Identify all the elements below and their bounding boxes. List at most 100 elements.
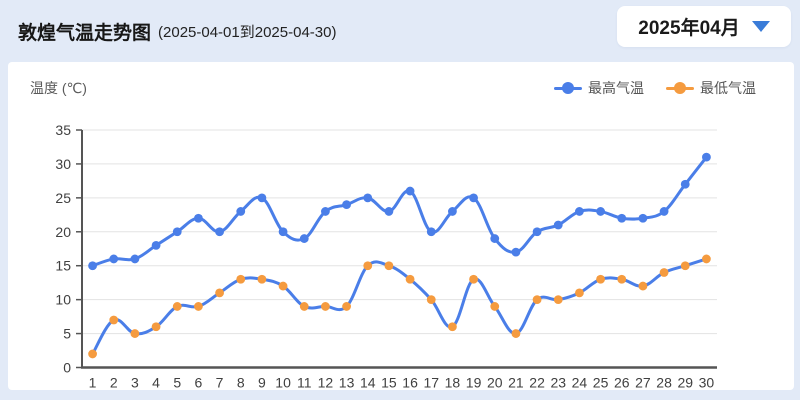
x-tick-label: 27 bbox=[635, 375, 651, 391]
low-temp-point[interactable] bbox=[702, 254, 711, 264]
high-temp-point[interactable] bbox=[469, 193, 478, 203]
low-temp-point[interactable] bbox=[130, 329, 140, 338]
low-temp-point[interactable] bbox=[659, 268, 669, 277]
y-axis-title: 温度 (℃) bbox=[30, 80, 87, 96]
high-temp-point[interactable] bbox=[88, 261, 97, 271]
high-temp-point[interactable] bbox=[257, 193, 267, 203]
x-tick-label: 4 bbox=[152, 375, 160, 391]
low-temp-point[interactable] bbox=[88, 349, 97, 359]
low-temp-point[interactable] bbox=[194, 302, 203, 311]
high-temp-point[interactable] bbox=[215, 227, 224, 237]
high-temp-point[interactable] bbox=[321, 207, 330, 216]
low-temp-point[interactable] bbox=[532, 295, 542, 305]
x-tick-label: 12 bbox=[318, 375, 334, 391]
low-temp-point[interactable] bbox=[151, 322, 161, 332]
low-temp-point[interactable] bbox=[448, 322, 457, 332]
high-temp-point[interactable] bbox=[638, 213, 648, 223]
x-tick-label: 18 bbox=[445, 375, 461, 391]
x-tick-label: 3 bbox=[131, 375, 139, 391]
x-tick-label: 5 bbox=[173, 375, 181, 391]
low-temp-point[interactable] bbox=[490, 302, 500, 311]
high-temp-point[interactable] bbox=[490, 234, 500, 243]
high-temp-point[interactable] bbox=[448, 207, 457, 216]
legend-item-low-temp[interactable]: 最低气温 bbox=[666, 78, 756, 98]
x-tick-label: 14 bbox=[360, 375, 376, 391]
high-temp-point[interactable] bbox=[384, 207, 394, 216]
y-tick-label: 15 bbox=[55, 258, 71, 274]
legend: 最高气温 最低气温 bbox=[554, 78, 756, 98]
high-temp-point[interactable] bbox=[363, 193, 373, 203]
high-temp-point[interactable] bbox=[702, 152, 711, 162]
high-temp-point[interactable] bbox=[151, 240, 161, 250]
y-tick-label: 0 bbox=[63, 360, 71, 376]
x-tick-label: 17 bbox=[423, 375, 439, 391]
high-temp-point[interactable] bbox=[426, 227, 436, 237]
high-temp-point[interactable] bbox=[172, 227, 182, 237]
high-temp-point[interactable] bbox=[299, 234, 309, 243]
high-temp-point[interactable] bbox=[553, 220, 563, 230]
x-tick-label: 22 bbox=[529, 375, 545, 391]
y-tick-label: 20 bbox=[55, 224, 71, 240]
high-temp-point[interactable] bbox=[511, 247, 521, 257]
low-temp-point[interactable] bbox=[511, 329, 521, 338]
high-temp-point[interactable] bbox=[194, 213, 203, 223]
high-temp-point[interactable] bbox=[617, 213, 627, 223]
legend-item-high-temp[interactable]: 最高气温 bbox=[554, 78, 644, 98]
x-tick-label: 9 bbox=[258, 375, 266, 391]
low-temp-point[interactable] bbox=[109, 315, 119, 325]
page-title: 敦煌气温走势图 bbox=[18, 22, 152, 44]
high-temp-line bbox=[91, 155, 708, 268]
high-temp-point[interactable] bbox=[342, 200, 351, 210]
high-temp-point[interactable] bbox=[405, 186, 415, 196]
low-temp-point[interactable] bbox=[617, 274, 627, 284]
x-tick-label: 25 bbox=[593, 375, 609, 391]
low-temp-point[interactable] bbox=[215, 288, 224, 298]
x-tick-label: 11 bbox=[297, 375, 312, 391]
high-temp-point[interactable] bbox=[130, 254, 140, 264]
low-temp-point[interactable] bbox=[321, 302, 330, 311]
low-temp-point[interactable] bbox=[596, 274, 605, 284]
low-temp-point[interactable] bbox=[575, 288, 584, 298]
x-tick-label: 2 bbox=[110, 375, 118, 391]
x-tick-label: 23 bbox=[550, 375, 566, 391]
high-temp-point[interactable] bbox=[680, 179, 690, 189]
high-temp-point[interactable] bbox=[575, 207, 584, 216]
low-temp-point[interactable] bbox=[172, 302, 182, 311]
month-dropdown[interactable]: 2025年04月 bbox=[617, 6, 791, 47]
low-temp-point[interactable] bbox=[469, 274, 478, 284]
x-tick-label: 15 bbox=[381, 375, 397, 391]
high-temp-point[interactable] bbox=[596, 207, 605, 216]
low-temp-point[interactable] bbox=[638, 281, 648, 291]
x-tick-label: 16 bbox=[402, 375, 418, 391]
x-tick-label: 7 bbox=[216, 375, 224, 391]
x-tick-label: 21 bbox=[508, 375, 524, 391]
low-temp-point[interactable] bbox=[236, 274, 246, 284]
y-tick-label: 5 bbox=[63, 326, 71, 342]
chevron-down-icon bbox=[751, 21, 770, 32]
legend-label-high: 最高气温 bbox=[588, 80, 644, 96]
low-temp-point[interactable] bbox=[426, 295, 436, 305]
y-tick-label: 10 bbox=[55, 292, 71, 308]
high-temp-point[interactable] bbox=[236, 207, 246, 216]
low-temp-point[interactable] bbox=[278, 281, 288, 291]
low-temp-point[interactable] bbox=[405, 274, 415, 284]
low-temp-point[interactable] bbox=[363, 261, 373, 271]
high-temp-point[interactable] bbox=[109, 254, 119, 264]
x-tick-label: 13 bbox=[339, 375, 355, 391]
low-temp-point[interactable] bbox=[257, 274, 267, 284]
x-tick-label: 26 bbox=[614, 375, 630, 391]
high-temp-legend-icon bbox=[554, 82, 582, 94]
low-temp-point[interactable] bbox=[384, 261, 394, 271]
high-temp-point[interactable] bbox=[532, 227, 542, 237]
header: 敦煌气温走势图 (2025-04-01到2025-04-30) bbox=[0, 0, 800, 62]
low-temp-point[interactable] bbox=[342, 302, 351, 311]
low-temp-point[interactable] bbox=[680, 261, 690, 271]
high-temp-point[interactable] bbox=[659, 207, 669, 216]
low-temp-point[interactable] bbox=[553, 295, 563, 305]
x-tick-label: 8 bbox=[237, 375, 245, 391]
x-tick-label: 30 bbox=[699, 375, 715, 391]
low-temp-point[interactable] bbox=[299, 302, 309, 311]
high-temp-point[interactable] bbox=[278, 227, 288, 237]
x-tick-label: 1 bbox=[89, 375, 97, 391]
